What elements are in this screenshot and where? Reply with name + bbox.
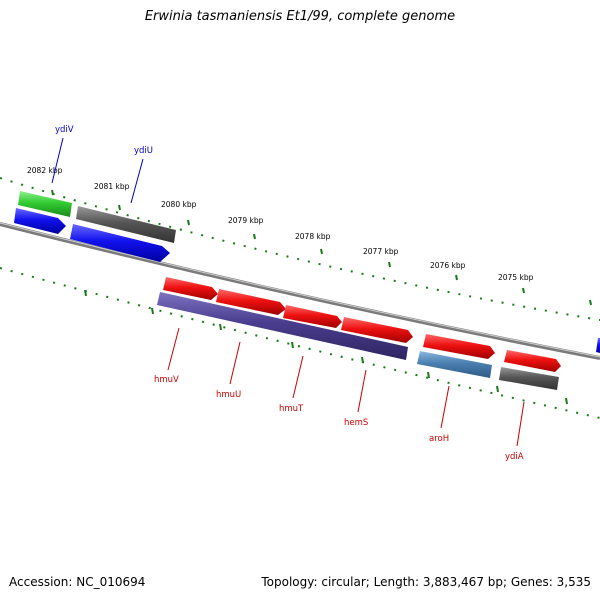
gene-label-hmuT[interactable]: hmuT [279, 404, 304, 414]
gene-label-hmuU[interactable]: hmuU [216, 390, 241, 400]
gene-label-ydiU[interactable]: ydiU [134, 146, 153, 156]
gene-label-aroH[interactable]: aroH [429, 434, 449, 444]
scale-label: 2081 kbp [94, 182, 130, 191]
leader-line [167, 327, 180, 371]
gene-arrow-blue-ydiV[interactable] [14, 208, 66, 234]
gene-bar-steel[interactable] [417, 351, 492, 378]
leader-line [440, 385, 450, 429]
leader-line [130, 158, 144, 204]
scale-arc-inner [0, 267, 600, 419]
gene-arrow-blue-ydiU[interactable] [70, 224, 170, 262]
scale-label: 2076 kbp [430, 261, 466, 270]
accession-text: Accession: NC_010694 [9, 575, 146, 589]
gene-arrow-red[interactable] [163, 277, 218, 300]
gene-arrow-red[interactable] [423, 334, 495, 359]
leader-line [229, 341, 241, 385]
gene-arrow-red[interactable] [504, 350, 561, 372]
gene-arrow-red[interactable] [216, 289, 286, 315]
gene-label-hemS[interactable]: hemS [344, 418, 368, 428]
gene-arrow-blue-edge[interactable] [596, 338, 600, 353]
gene-label-ydiV[interactable]: ydiV [55, 125, 74, 135]
gene-arrow-red[interactable] [341, 317, 413, 343]
scale-arc-outer [0, 177, 600, 321]
leader-line [51, 137, 64, 184]
leader-line [516, 401, 525, 447]
gene-bar-gray[interactable] [499, 367, 559, 390]
map-title: Erwinia tasmaniensis Et1/99, complete ge… [144, 9, 456, 24]
scale-label: 2077 kbp [363, 247, 399, 256]
gene-bar-purple[interactable] [157, 292, 408, 360]
scale-label: 2079 kbp [228, 216, 264, 225]
scale-label: 2075 kbp [498, 273, 534, 282]
gene-arrow-red[interactable] [283, 305, 342, 328]
major-ticks [51, 189, 592, 405]
leader-line [292, 355, 304, 399]
gene-arrow-gray[interactable] [76, 206, 176, 243]
genome-backbone [0, 222, 600, 360]
gene-label-hmuV[interactable]: hmuV [154, 375, 179, 385]
leader-line [357, 369, 367, 413]
gene-arrow-green[interactable] [18, 191, 72, 217]
gene-label-ydiA[interactable]: ydiA [505, 452, 524, 462]
scale-label: 2080 kbp [161, 200, 197, 209]
topology-summary: Topology: circular; Length: 3,883,467 bp… [261, 575, 591, 589]
scale-label: 2078 kbp [295, 232, 331, 241]
scale-label: 2082 kbp [27, 166, 63, 175]
